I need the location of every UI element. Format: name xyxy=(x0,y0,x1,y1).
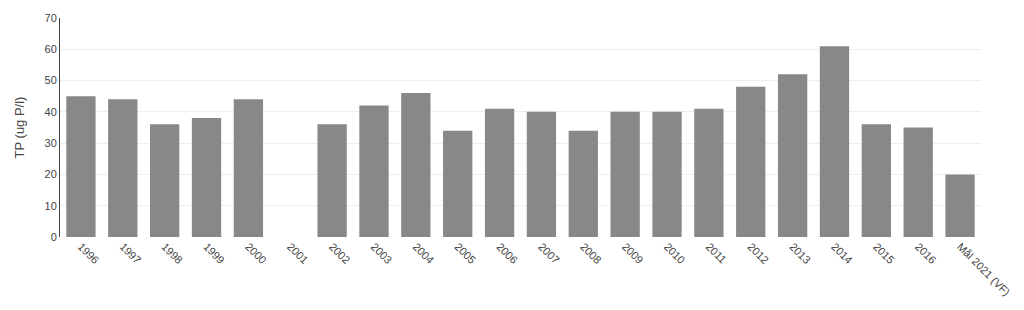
svg-text:50: 50 xyxy=(45,74,57,86)
svg-text:TP (ug P/l): TP (ug P/l) xyxy=(12,97,27,159)
svg-text:1999: 1999 xyxy=(201,240,227,266)
svg-text:2000: 2000 xyxy=(243,240,269,266)
svg-text:2007: 2007 xyxy=(536,240,562,266)
svg-text:1997: 1997 xyxy=(117,240,143,266)
svg-text:2005: 2005 xyxy=(452,240,478,266)
svg-text:2016: 2016 xyxy=(913,240,939,266)
svg-text:2009: 2009 xyxy=(620,240,646,266)
svg-text:0: 0 xyxy=(51,231,57,243)
svg-text:2001: 2001 xyxy=(285,240,311,266)
svg-text:2003: 2003 xyxy=(369,240,395,266)
svg-text:2010: 2010 xyxy=(662,240,688,266)
svg-text:2013: 2013 xyxy=(787,240,813,266)
svg-text:2012: 2012 xyxy=(745,240,771,266)
svg-text:1998: 1998 xyxy=(159,240,185,266)
svg-text:1996: 1996 xyxy=(76,240,102,266)
svg-text:10: 10 xyxy=(45,200,57,212)
svg-text:2011: 2011 xyxy=(704,240,729,265)
svg-text:60: 60 xyxy=(45,43,57,55)
svg-text:2006: 2006 xyxy=(494,240,520,266)
svg-text:20: 20 xyxy=(45,168,57,180)
svg-text:2004: 2004 xyxy=(411,240,437,266)
svg-text:2008: 2008 xyxy=(578,240,604,266)
svg-text:2014: 2014 xyxy=(829,240,855,266)
svg-text:Mål 2021 (VF): Mål 2021 (VF) xyxy=(955,240,1013,298)
svg-text:40: 40 xyxy=(45,106,57,118)
svg-text:70: 70 xyxy=(45,12,57,24)
svg-text:2015: 2015 xyxy=(871,240,897,266)
svg-text:30: 30 xyxy=(45,137,57,149)
svg-text:2002: 2002 xyxy=(327,240,353,266)
